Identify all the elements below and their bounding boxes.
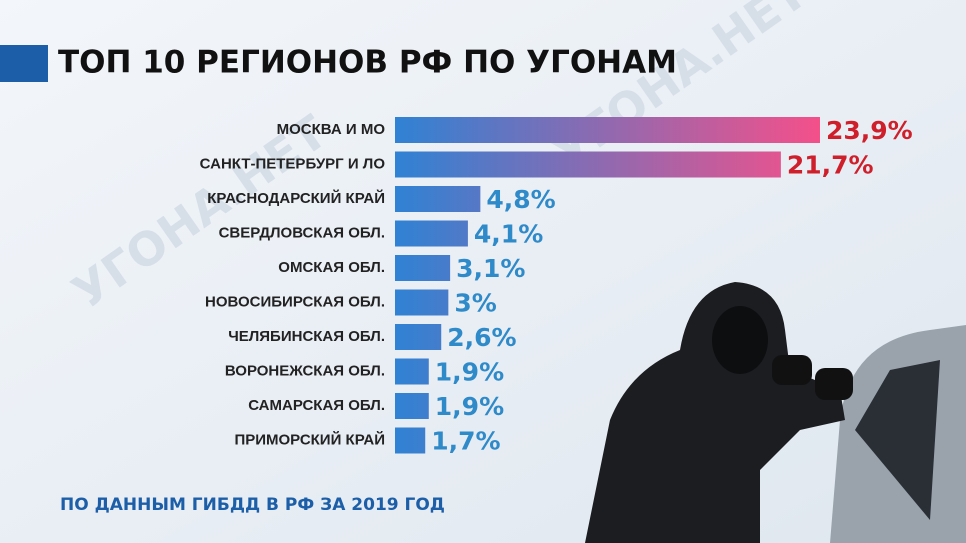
bar — [395, 289, 449, 316]
value-label: 1,9% — [435, 392, 504, 421]
thief-illustration — [585, 282, 966, 543]
value-label: 23,9% — [826, 116, 913, 145]
bar — [395, 324, 442, 350]
bar — [395, 393, 429, 419]
bar — [395, 220, 468, 247]
bar — [395, 151, 781, 178]
chart-title: ТОП 10 РЕГИОНОВ РФ ПО УГОНАМ — [58, 45, 677, 81]
value-label: 1,7% — [431, 427, 500, 456]
bar — [395, 255, 451, 281]
value-label: 3% — [454, 289, 496, 318]
category-label: САНКТ-ПЕТЕРБУРГ И ЛО — [200, 155, 386, 172]
category-label: САМАРСКАЯ ОБЛ. — [248, 397, 385, 414]
title-accent — [0, 45, 48, 82]
category-label: ОМСКАЯ ОБЛ. — [278, 259, 385, 276]
value-label: 4,8% — [486, 185, 555, 214]
bar — [395, 427, 426, 454]
category-label: НОВОСИБИРСКАЯ ОБЛ. — [205, 293, 385, 310]
category-label: СВЕРДЛОВСКАЯ ОБЛ. — [219, 224, 385, 241]
value-label: 1,9% — [435, 358, 504, 387]
category-label: ЧЕЛЯБИНСКАЯ ОБЛ. — [228, 328, 385, 345]
category-label: ВОРОНЕЖСКАЯ ОБЛ. — [225, 362, 385, 379]
category-label: ПРИМОРСКИЙ КРАЙ — [234, 430, 385, 448]
value-label: 2,6% — [447, 323, 516, 352]
value-label: 4,1% — [474, 220, 543, 249]
bar — [395, 186, 481, 212]
category-label: КРАСНОДАРСКИЙ КРАЙ — [207, 189, 385, 207]
category-label: МОСКВА И МО — [277, 121, 386, 138]
bar — [395, 117, 820, 143]
source-note: ПО ДАННЫМ ГИБДД В РФ ЗА 2019 ГОД — [60, 495, 445, 515]
value-label: 3,1% — [456, 254, 525, 283]
bar — [395, 358, 429, 385]
value-label: 21,7% — [787, 151, 874, 180]
